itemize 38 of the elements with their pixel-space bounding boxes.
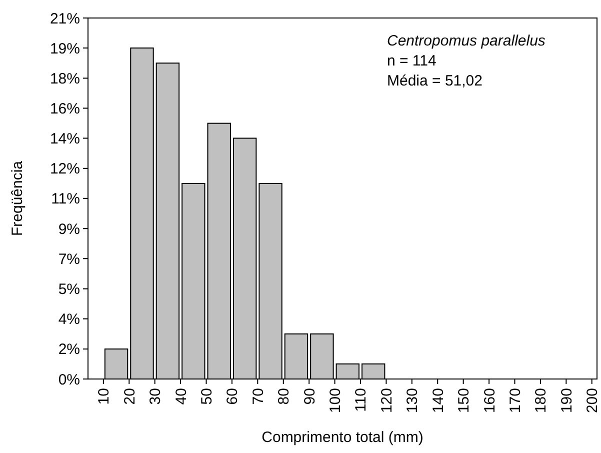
x-tick-label: 150	[456, 388, 473, 414]
x-tick-label: 40	[172, 388, 190, 405]
x-tick-label: 70	[250, 388, 267, 405]
x-tick-label: 110	[352, 388, 370, 412]
x-tick-label: 170	[506, 388, 524, 414]
y-tick-label: 0%	[58, 371, 80, 388]
y-tick-label: 11%	[51, 190, 80, 208]
x-tick-label: 90	[301, 388, 318, 405]
y-tick-label: 9%	[58, 220, 80, 238]
x-tick-label: 60	[224, 388, 242, 405]
x-tick-label: 80	[276, 388, 293, 405]
annotation: Centropomus parallelus	[387, 32, 546, 50]
x-tick-label: 50	[198, 388, 216, 405]
x-tick-label: 180	[532, 388, 550, 414]
y-tick-label: 5%	[58, 281, 80, 298]
x-tick-label: 30	[147, 388, 164, 405]
x-tick-label: 130	[404, 388, 422, 414]
y-tick-label: 7%	[58, 250, 80, 268]
x-tick-label: 140	[430, 388, 447, 414]
x-tick-label: 100	[327, 388, 344, 414]
x-tick-label: 20	[121, 388, 138, 405]
y-tick-label: 2%	[58, 341, 80, 358]
x-tick-label: 200	[584, 388, 601, 414]
x-tick-label: 120	[378, 388, 396, 414]
x-tick-label: 10	[96, 388, 113, 405]
y-tick-label: 19%	[50, 40, 80, 58]
x-tick-label: 160	[481, 388, 498, 414]
x-tick-label: 190	[558, 388, 576, 414]
annotation: n = 114	[387, 52, 436, 70]
y-axis-title: Freqüência	[9, 160, 26, 236]
y-tick-label: 14%	[50, 130, 80, 148]
y-tick-label: 4%	[58, 311, 80, 328]
y-tick-label: 21%	[50, 10, 80, 28]
x-axis-title: Comprimento total (mm)	[262, 429, 424, 446]
annotation: Média = 51,02	[387, 72, 482, 90]
y-tick-label: 16%	[50, 100, 80, 118]
y-tick-label: 12%	[50, 160, 80, 178]
y-tick-label: 18%	[50, 70, 80, 88]
